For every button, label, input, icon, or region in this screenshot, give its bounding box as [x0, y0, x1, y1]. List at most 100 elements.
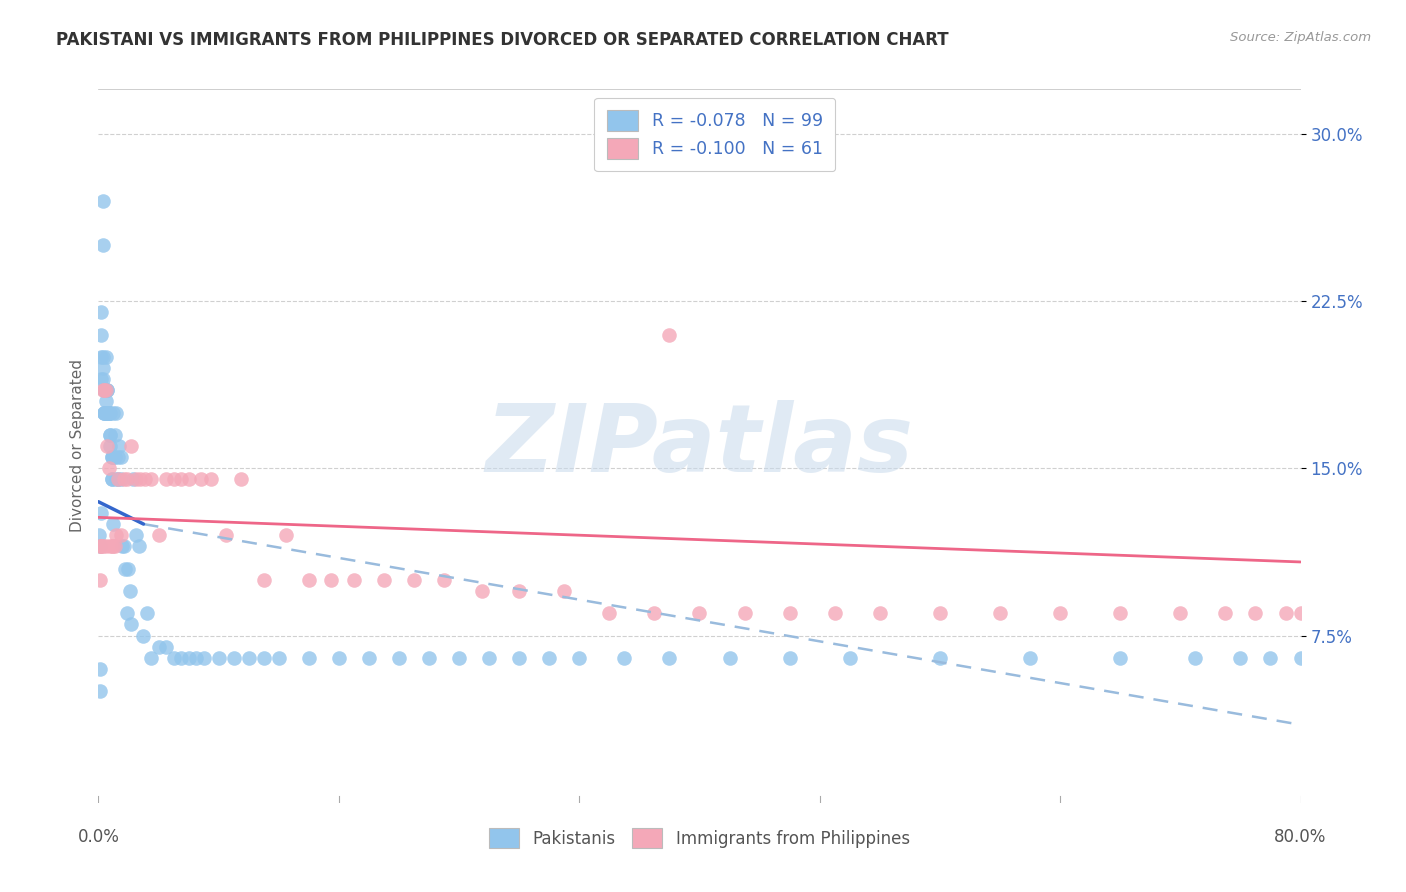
- Point: [267, 651, 290, 665]
- Point: [91, 350, 114, 364]
- Y-axis label: Divorced or Separated: Divorced or Separated: [69, 359, 84, 533]
- Point: [101, 539, 124, 553]
- Point: [94, 384, 117, 398]
- Point: [97, 461, 120, 475]
- Point: [824, 607, 846, 621]
- Point: [447, 651, 470, 665]
- Point: [101, 450, 124, 465]
- Point: [96, 405, 118, 420]
- Point: [402, 573, 425, 587]
- Point: [91, 384, 114, 398]
- Point: [779, 651, 801, 665]
- Point: [838, 651, 860, 665]
- Point: [177, 651, 200, 665]
- Point: [508, 583, 530, 598]
- Point: [91, 238, 114, 252]
- Point: [215, 528, 238, 542]
- Point: [538, 651, 561, 665]
- Point: [91, 360, 114, 375]
- Point: [94, 394, 117, 409]
- Point: [121, 617, 143, 632]
- Point: [343, 573, 366, 587]
- Point: [162, 473, 184, 487]
- Point: [103, 539, 125, 553]
- Point: [93, 405, 115, 420]
- Point: [89, 539, 111, 553]
- Point: [388, 651, 411, 665]
- Point: [93, 384, 115, 398]
- Point: [114, 562, 136, 576]
- Point: [97, 405, 120, 420]
- Point: [139, 473, 162, 487]
- Point: [1289, 607, 1312, 621]
- Point: [103, 517, 125, 532]
- Point: [1289, 651, 1312, 665]
- Point: [734, 607, 756, 621]
- Point: [298, 573, 321, 587]
- Point: [658, 651, 681, 665]
- Text: 0.0%: 0.0%: [77, 828, 120, 846]
- Point: [688, 607, 710, 621]
- Point: [103, 450, 125, 465]
- Point: [170, 473, 193, 487]
- Legend: Pakistanis, Immigrants from Philippines: Pakistanis, Immigrants from Philippines: [482, 822, 917, 855]
- Point: [107, 473, 129, 487]
- Point: [929, 651, 952, 665]
- Point: [96, 439, 118, 453]
- Point: [988, 607, 1011, 621]
- Point: [155, 640, 177, 654]
- Point: [357, 651, 380, 665]
- Point: [1019, 651, 1042, 665]
- Point: [193, 651, 215, 665]
- Text: PAKISTANI VS IMMIGRANTS FROM PHILIPPINES DIVORCED OR SEPARATED CORRELATION CHART: PAKISTANI VS IMMIGRANTS FROM PHILIPPINES…: [56, 31, 949, 49]
- Point: [89, 528, 111, 542]
- Point: [643, 607, 665, 621]
- Point: [101, 450, 124, 465]
- Text: Source: ZipAtlas.com: Source: ZipAtlas.com: [1230, 31, 1371, 45]
- Point: [222, 651, 245, 665]
- Point: [111, 539, 134, 553]
- Point: [1274, 607, 1296, 621]
- Point: [90, 506, 112, 520]
- Point: [134, 473, 156, 487]
- Point: [177, 473, 200, 487]
- Point: [779, 607, 801, 621]
- Point: [1215, 607, 1237, 621]
- Point: [373, 573, 395, 587]
- Point: [100, 405, 122, 420]
- Point: [184, 651, 207, 665]
- Point: [112, 473, 135, 487]
- Point: [148, 528, 170, 542]
- Point: [115, 473, 138, 487]
- Point: [108, 439, 131, 453]
- Point: [128, 539, 150, 553]
- Point: [91, 539, 114, 553]
- Point: [94, 539, 117, 553]
- Point: [110, 450, 132, 465]
- Point: [89, 684, 111, 698]
- Point: [125, 528, 148, 542]
- Point: [91, 372, 114, 386]
- Point: [89, 662, 111, 676]
- Point: [125, 473, 148, 487]
- Point: [231, 473, 253, 487]
- Point: [101, 473, 124, 487]
- Point: [100, 427, 122, 442]
- Text: ZIPatlas: ZIPatlas: [485, 400, 914, 492]
- Point: [107, 450, 129, 465]
- Point: [1109, 607, 1132, 621]
- Point: [101, 473, 124, 487]
- Point: [1244, 607, 1267, 621]
- Point: [170, 651, 193, 665]
- Point: [103, 450, 125, 465]
- Point: [208, 651, 231, 665]
- Point: [105, 473, 128, 487]
- Point: [1049, 607, 1071, 621]
- Point: [568, 651, 591, 665]
- Point: [97, 405, 120, 420]
- Point: [93, 384, 115, 398]
- Point: [117, 562, 139, 576]
- Point: [90, 305, 112, 319]
- Point: [1229, 651, 1251, 665]
- Point: [93, 405, 115, 420]
